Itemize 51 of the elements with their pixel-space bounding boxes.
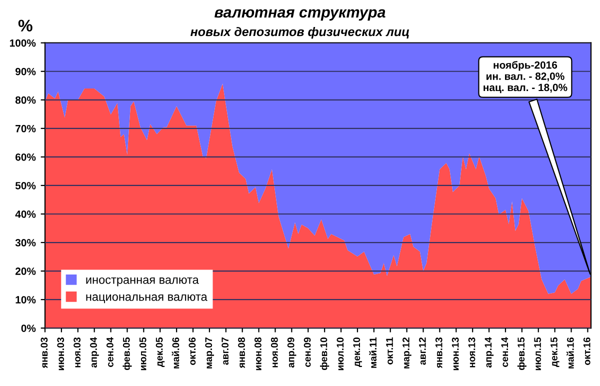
- x-tick-label: дек.15: [550, 337, 560, 368]
- x-tick-label: июн.13: [452, 337, 459, 370]
- x-tick-label: окт.06: [188, 337, 196, 365]
- x-tick-label: янв.03: [40, 337, 48, 368]
- x-tick-label: дек.10: [353, 338, 362, 368]
- x-tick-label: фев.10: [320, 338, 330, 370]
- y-tick-label: 0%: [21, 324, 36, 332]
- x-tick-label: окт.11: [386, 337, 393, 364]
- x-tick-label: сен.09: [304, 337, 311, 367]
- series-label: национальная валюта: [86, 294, 208, 304]
- x-tick-label: авг.07: [222, 338, 229, 365]
- x-tick-label: мар.12: [402, 338, 412, 368]
- y-tick-label: 20%: [15, 268, 36, 275]
- x-tick-label: янв.13: [435, 337, 442, 368]
- x-tick-label: сен.04: [106, 337, 114, 367]
- x-tick-label: сен.14: [501, 337, 508, 367]
- x-tick-label: июн.08: [254, 337, 262, 370]
- x-tick-label: июл.15: [534, 337, 541, 370]
- x-tick-label: окт.16: [583, 337, 590, 365]
- x-tick-label: ноя.08: [270, 337, 278, 368]
- x-tick-label: июн.03: [57, 337, 64, 370]
- y-tick-label: 80%: [15, 96, 36, 104]
- x-tick-label: май.06: [172, 337, 180, 368]
- x-tick-label: янв.08: [238, 337, 245, 368]
- y-axis-title: %: [18, 20, 32, 32]
- x-tick-label: май.16: [566, 337, 574, 368]
- chart-subtitle: новых депозитов физических лиц: [190, 26, 410, 39]
- y-tick-label: 70%: [16, 124, 36, 132]
- series-label: иностранная валюта: [86, 277, 199, 286]
- x-tick-label: май.11: [369, 337, 377, 368]
- x-tick-label: мар.07: [205, 338, 214, 368]
- y-tick-label: 60%: [16, 153, 36, 161]
- y-tick-label: 50%: [15, 182, 36, 190]
- annotation: ноябрь-2016 ин. вал. - 82,0% нац. вал. - 18,0%: [484, 60, 568, 94]
- x-tick-label: авг.12: [418, 338, 426, 365]
- y-tick-label: 30%: [15, 239, 36, 246]
- x-tick-label: ноя.03: [74, 337, 81, 368]
- y-tick-label: 90%: [15, 68, 36, 76]
- x-tick-label: июл.10: [336, 338, 344, 370]
- y-tick-label: 10%: [16, 296, 36, 304]
- chart-title: валютная структура: [214, 9, 386, 21]
- y-tick-label: 100%: [10, 39, 36, 47]
- x-tick-label: фев.05: [122, 337, 132, 370]
- x-tick-label: апр.04: [90, 337, 99, 368]
- x-tick-label: апр.14: [484, 337, 494, 368]
- x-tick-label: июл.05: [139, 337, 146, 370]
- x-tick-label: апр.09: [287, 337, 296, 368]
- x-tick-label: дек.05: [156, 337, 165, 368]
- x-tick-label: фев.15: [517, 337, 526, 370]
- y-tick-label: 40%: [15, 210, 36, 218]
- x-tick-label: ноя.13: [468, 337, 476, 368]
